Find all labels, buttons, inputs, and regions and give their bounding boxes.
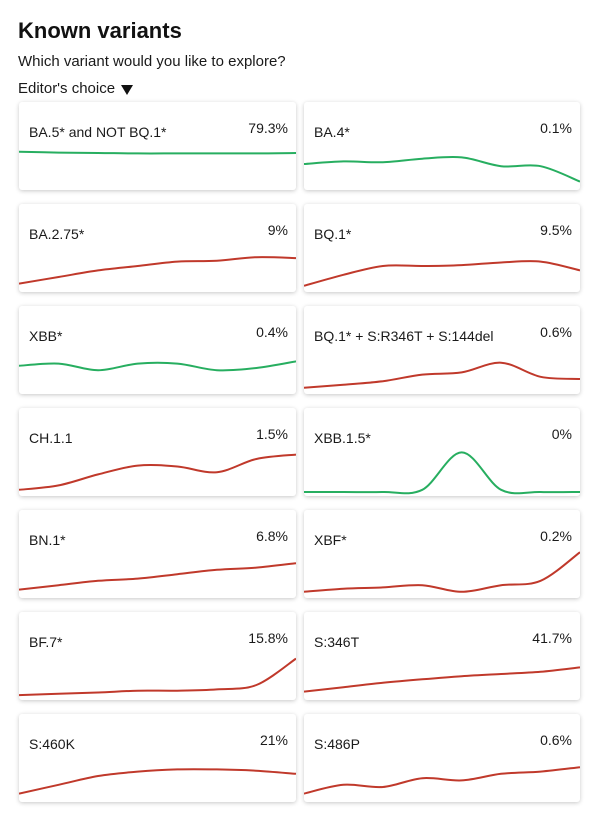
page-title: Known variants xyxy=(18,18,182,43)
sparkline-trend-line xyxy=(304,361,580,389)
variant-percent: 6.8% xyxy=(256,528,288,544)
variant-name: BQ.1* + S:R346T + S:144del xyxy=(314,328,494,344)
variant-card[interactable]: BQ.1* 9.5% xyxy=(304,204,580,292)
variant-percent: 0.2% xyxy=(540,528,572,544)
variant-sparkline xyxy=(304,666,580,693)
collection-selector[interactable]: Editor's choice xyxy=(18,80,134,98)
variant-name: XBB* xyxy=(29,328,63,344)
variant-percent: 0.4% xyxy=(256,324,288,340)
variant-name: BA.2.75* xyxy=(29,226,85,242)
variant-card[interactable]: S:460K 21% xyxy=(19,714,296,802)
variant-card[interactable]: BA.4* 0.1% xyxy=(304,102,580,190)
variant-name: BF.7* xyxy=(29,634,63,650)
variant-name: S:460K xyxy=(29,736,75,752)
variant-sparkline xyxy=(304,155,580,183)
sparkline-trend-line xyxy=(304,155,580,183)
sparkline-trend-line xyxy=(19,768,296,795)
variant-sparkline xyxy=(304,451,580,495)
variant-card[interactable]: BN.1* 6.8% xyxy=(19,510,296,598)
variant-sparkline xyxy=(19,768,296,795)
variant-percent: 21% xyxy=(259,732,288,748)
variant-sparkline xyxy=(304,766,580,795)
sparkline-trend-line xyxy=(304,666,580,693)
variant-name: BA.4* xyxy=(314,124,350,140)
sparkline-trend-line xyxy=(19,150,296,155)
variant-name: XBF* xyxy=(314,532,347,548)
variant-sparkline xyxy=(19,562,296,591)
variant-percent: 9.5% xyxy=(540,222,572,238)
variant-sparkline xyxy=(19,360,296,372)
sparkline-trend-line xyxy=(304,260,580,287)
variant-name: XBB.1.5* xyxy=(314,430,371,446)
variant-percent: 0.6% xyxy=(540,732,572,748)
variant-sparkline xyxy=(19,150,296,155)
variant-card[interactable]: BA.2.75* 9% xyxy=(19,204,296,292)
variant-sparkline xyxy=(19,453,296,491)
sparkline-trend-line xyxy=(19,562,296,591)
variant-card[interactable]: BF.7* 15.8% xyxy=(19,612,296,700)
variant-grid: BA.5* and NOT BQ.1* 79.3% BA.4* 0.1% BA.2.75… xyxy=(19,102,580,802)
variant-name: BN.1* xyxy=(29,532,66,548)
variant-sparkline xyxy=(304,260,580,287)
variant-percent: 1.5% xyxy=(256,426,288,442)
variant-name: CH.1.1 xyxy=(29,430,73,446)
variant-name: BQ.1* xyxy=(314,226,352,242)
variant-sparkline xyxy=(304,361,580,389)
collection-selector-label: Editor's choice xyxy=(18,80,116,97)
variant-card[interactable]: S:486P 0.6% xyxy=(304,714,580,802)
variant-card[interactable]: S:346T 41.7% xyxy=(304,612,580,700)
variant-sparkline xyxy=(19,657,296,697)
sparkline-trend-line xyxy=(19,453,296,491)
variant-card[interactable]: XBF* 0.2% xyxy=(304,510,580,598)
variant-sparkline xyxy=(19,256,296,285)
sparkline-trend-line xyxy=(19,657,296,697)
sparkline-trend-line xyxy=(304,766,580,795)
variant-card[interactable]: BQ.1* + S:R346T + S:144del 0.6% xyxy=(304,306,580,394)
variant-card[interactable]: XBB.1.5* 0% xyxy=(304,408,580,496)
variant-sparkline xyxy=(304,551,580,593)
known-variants-page: Known variants Which variant would you l… xyxy=(0,0,595,98)
variant-card[interactable]: CH.1.1 1.5% xyxy=(19,408,296,496)
page-subtitle: Which variant would you like to explore? xyxy=(18,53,286,70)
sparkline-trend-line xyxy=(304,451,580,495)
sparkline-trend-line xyxy=(19,256,296,285)
sparkline-trend-line xyxy=(304,551,580,593)
variant-percent: 0.6% xyxy=(540,324,572,340)
variant-percent: 0.1% xyxy=(540,120,572,136)
triangle-down-icon xyxy=(121,84,134,95)
variant-percent: 0% xyxy=(551,426,572,442)
variant-card[interactable]: BA.5* and NOT BQ.1* 79.3% xyxy=(19,102,296,190)
variant-name: S:486P xyxy=(314,736,360,752)
variant-percent: 41.7% xyxy=(532,630,572,646)
variant-card[interactable]: XBB* 0.4% xyxy=(19,306,296,394)
variant-name: S:346T xyxy=(314,634,360,650)
sparkline-trend-line xyxy=(19,360,296,372)
variant-percent: 15.8% xyxy=(248,630,288,646)
variant-name: BA.5* and NOT BQ.1* xyxy=(29,124,167,140)
variant-percent: 9% xyxy=(267,222,288,238)
variant-percent: 79.3% xyxy=(248,120,288,136)
